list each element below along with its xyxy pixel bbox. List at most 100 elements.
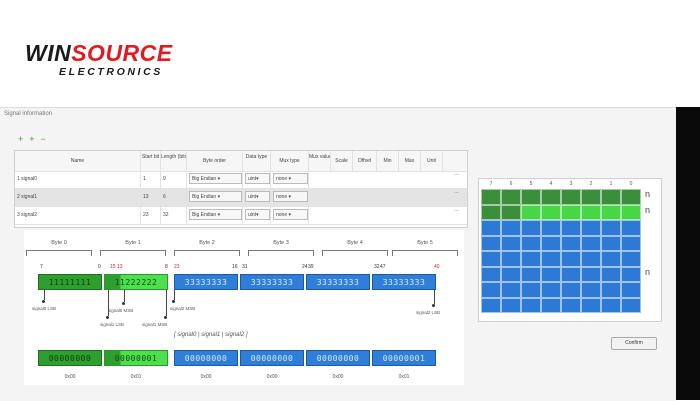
add-signal-icon[interactable]: + xyxy=(18,134,24,144)
value-cell-2[interactable]: 00000000 xyxy=(174,350,238,366)
mux-type-cell[interactable]: none ▾ xyxy=(271,207,309,224)
matrix-bit-cell[interactable] xyxy=(581,251,601,267)
length-cell[interactable]: 32 xyxy=(161,207,187,224)
data-type-dropdown[interactable]: uint▾ xyxy=(245,173,270,184)
table-row[interactable]: 3 signal2 23 32 Big Endian ▾ uint▾ none … xyxy=(15,207,467,225)
data-type-cell[interactable]: uint▾ xyxy=(243,207,271,224)
matrix-bit-cell[interactable] xyxy=(501,235,521,251)
matrix-bit-cell[interactable] xyxy=(601,282,621,298)
mux-type-cell[interactable]: none ▾ xyxy=(271,171,309,188)
matrix-bit-cell[interactable] xyxy=(481,266,501,282)
matrix-bit-cell[interactable] xyxy=(521,282,541,298)
start-bit-cell[interactable]: 1 xyxy=(141,171,161,188)
matrix-bit-cell[interactable] xyxy=(481,282,501,298)
matrix-bit-cell[interactable] xyxy=(581,266,601,282)
start-bit-cell[interactable]: 13 xyxy=(141,189,161,206)
matrix-bit-cell[interactable] xyxy=(621,220,641,236)
matrix-bit-cell[interactable] xyxy=(581,204,601,220)
data-type-dropdown[interactable]: uint▾ xyxy=(245,209,270,220)
start-bit-cell[interactable]: 23 xyxy=(141,207,161,224)
matrix-bit-cell[interactable] xyxy=(541,235,561,251)
matrix-bit-cell[interactable] xyxy=(581,235,601,251)
matrix-bit-cell[interactable] xyxy=(621,251,641,267)
matrix-bit-cell[interactable] xyxy=(561,235,581,251)
matrix-bit-cell[interactable] xyxy=(541,220,561,236)
header-unit[interactable]: Unit xyxy=(421,151,443,171)
byte-order-cell[interactable]: Big Endian ▾ xyxy=(187,189,243,206)
matrix-bit-cell[interactable] xyxy=(501,220,521,236)
matrix-bit-cell[interactable] xyxy=(541,297,561,313)
table-row[interactable]: 1 signal0 1 9 Big Endian ▾ uint▾ none ▾ … xyxy=(15,171,467,189)
mux-type-cell[interactable]: none ▾ xyxy=(271,189,309,206)
header-max[interactable]: Max xyxy=(399,151,421,171)
row-name-cell[interactable]: 2 signal1 xyxy=(15,189,141,206)
matrix-bit-cell[interactable] xyxy=(481,204,501,220)
value-cell-0[interactable]: 00000000 xyxy=(38,350,102,366)
table-row[interactable]: 2 signal1 13 6 Big Endian ▾ uint▾ none ▾… xyxy=(15,189,467,207)
matrix-bit-cell[interactable] xyxy=(601,297,621,313)
matrix-bit-cell[interactable] xyxy=(561,297,581,313)
matrix-bit-cell[interactable] xyxy=(561,220,581,236)
matrix-bit-cell[interactable] xyxy=(621,266,641,282)
matrix-bit-cell[interactable] xyxy=(481,251,501,267)
matrix-bit-cell[interactable] xyxy=(521,235,541,251)
matrix-bit-cell[interactable] xyxy=(501,251,521,267)
byte-order-dropdown[interactable]: Big Endian ▾ xyxy=(189,191,242,202)
row-more-button[interactable]: ... xyxy=(453,171,459,177)
matrix-bit-cell[interactable] xyxy=(541,189,561,205)
byte-cell-5[interactable]: 33333333 xyxy=(372,274,436,290)
value-cell-4[interactable]: 00000000 xyxy=(306,350,370,366)
byte-cell-1[interactable]: 11222222 xyxy=(104,274,168,290)
byte-order-dropdown[interactable]: Big Endian ▾ xyxy=(189,209,242,220)
matrix-bit-cell[interactable] xyxy=(601,266,621,282)
byte-cell-0[interactable]: 11111111 xyxy=(38,274,102,290)
matrix-bit-cell[interactable] xyxy=(501,204,521,220)
matrix-bit-cell[interactable] xyxy=(621,204,641,220)
header-mux-value[interactable]: Mux value xyxy=(309,151,331,171)
mux-type-dropdown[interactable]: none ▾ xyxy=(273,209,308,220)
byte-cell-4[interactable]: 33333333 xyxy=(306,274,370,290)
matrix-bit-cell[interactable] xyxy=(501,189,521,205)
matrix-bit-cell[interactable] xyxy=(621,282,641,298)
matrix-bit-cell[interactable] xyxy=(561,189,581,205)
byte-order-cell[interactable]: Big Endian ▾ xyxy=(187,171,243,188)
matrix-bit-cell[interactable] xyxy=(521,220,541,236)
row-name-cell[interactable]: 3 signal2 xyxy=(15,207,141,224)
matrix-bit-cell[interactable] xyxy=(501,297,521,313)
delete-signal-icon[interactable]: − xyxy=(40,134,46,144)
matrix-bit-cell[interactable] xyxy=(501,266,521,282)
matrix-bit-cell[interactable] xyxy=(601,220,621,236)
value-cell-1[interactable]: 00000001 xyxy=(104,350,168,366)
header-min[interactable]: Min xyxy=(377,151,399,171)
matrix-bit-cell[interactable] xyxy=(521,297,541,313)
matrix-bit-cell[interactable] xyxy=(581,282,601,298)
matrix-bit-cell[interactable] xyxy=(541,204,561,220)
header-scale[interactable]: Scale xyxy=(331,151,353,171)
matrix-bit-cell[interactable] xyxy=(601,189,621,205)
confirm-button[interactable]: Confirm xyxy=(611,337,657,350)
matrix-bit-cell[interactable] xyxy=(521,251,541,267)
length-cell[interactable]: 9 xyxy=(161,171,187,188)
matrix-bit-cell[interactable] xyxy=(521,189,541,205)
data-type-dropdown[interactable]: uint▾ xyxy=(245,191,270,202)
matrix-bit-cell[interactable] xyxy=(581,297,601,313)
matrix-bit-cell[interactable] xyxy=(581,189,601,205)
data-type-cell[interactable]: uint▾ xyxy=(243,171,271,188)
byte-cell-2[interactable]: 33333333 xyxy=(174,274,238,290)
byte-cell-3[interactable]: 33333333 xyxy=(240,274,304,290)
mux-type-dropdown[interactable]: none ▾ xyxy=(273,173,308,184)
row-more-button[interactable]: ... xyxy=(453,189,459,195)
header-mux-type[interactable]: Mux type xyxy=(271,151,309,171)
data-type-cell[interactable]: uint▾ xyxy=(243,189,271,206)
matrix-bit-cell[interactable] xyxy=(621,189,641,205)
matrix-bit-cell[interactable] xyxy=(581,220,601,236)
matrix-bit-cell[interactable] xyxy=(481,220,501,236)
header-byte-order[interactable]: Byte order xyxy=(187,151,243,171)
matrix-bit-cell[interactable] xyxy=(561,251,581,267)
matrix-bit-cell[interactable] xyxy=(481,189,501,205)
row-more-button[interactable]: ... xyxy=(453,207,459,213)
matrix-bit-cell[interactable] xyxy=(621,297,641,313)
insert-signal-icon[interactable]: + xyxy=(29,134,35,144)
matrix-bit-cell[interactable] xyxy=(541,282,561,298)
matrix-bit-cell[interactable] xyxy=(501,282,521,298)
